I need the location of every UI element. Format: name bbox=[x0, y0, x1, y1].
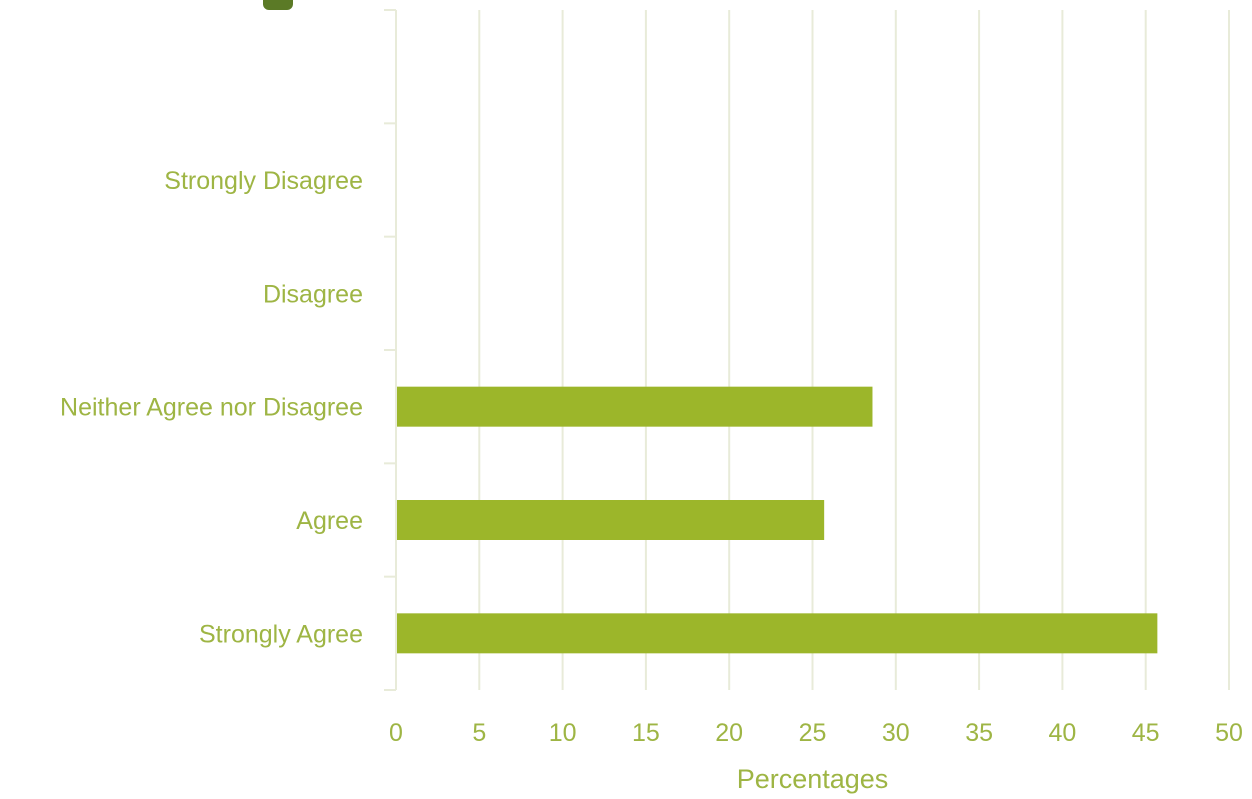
category-label: Agree bbox=[296, 507, 363, 535]
category-label: Strongly Disagree bbox=[164, 167, 363, 195]
chart-title-fragment bbox=[263, 0, 293, 10]
x-tick-label: 50 bbox=[1215, 719, 1243, 747]
category-label: Neither Agree nor Disagree bbox=[60, 394, 363, 422]
category-axis-ticks bbox=[384, 9, 396, 691]
x-tick-label: 5 bbox=[472, 719, 486, 747]
x-tick-label: 30 bbox=[882, 719, 910, 747]
x-tick-labels: 0 5 10 15 20 25 30 35 40 45 50 bbox=[389, 719, 1243, 747]
bar bbox=[397, 613, 1158, 654]
x-tick-label: 35 bbox=[965, 719, 993, 747]
gridlines bbox=[478, 10, 1230, 690]
x-axis-title: Percentages bbox=[737, 764, 889, 794]
category-label: Strongly Agree bbox=[199, 620, 363, 648]
category-labels: Strongly Agree Agree Neither Agree nor Dis… bbox=[60, 167, 363, 648]
x-tick-label: 40 bbox=[1048, 719, 1076, 747]
x-tick-label: 10 bbox=[549, 719, 577, 747]
bar bbox=[397, 386, 873, 427]
x-tick-label: 0 bbox=[389, 719, 403, 747]
bars bbox=[397, 386, 1158, 654]
x-tick-label: 25 bbox=[799, 719, 827, 747]
bar bbox=[397, 500, 825, 540]
x-tick-label: 15 bbox=[632, 719, 660, 747]
x-tick-label: 45 bbox=[1132, 719, 1160, 747]
category-label: Disagree bbox=[263, 280, 363, 308]
x-tick-label: 20 bbox=[715, 719, 743, 747]
